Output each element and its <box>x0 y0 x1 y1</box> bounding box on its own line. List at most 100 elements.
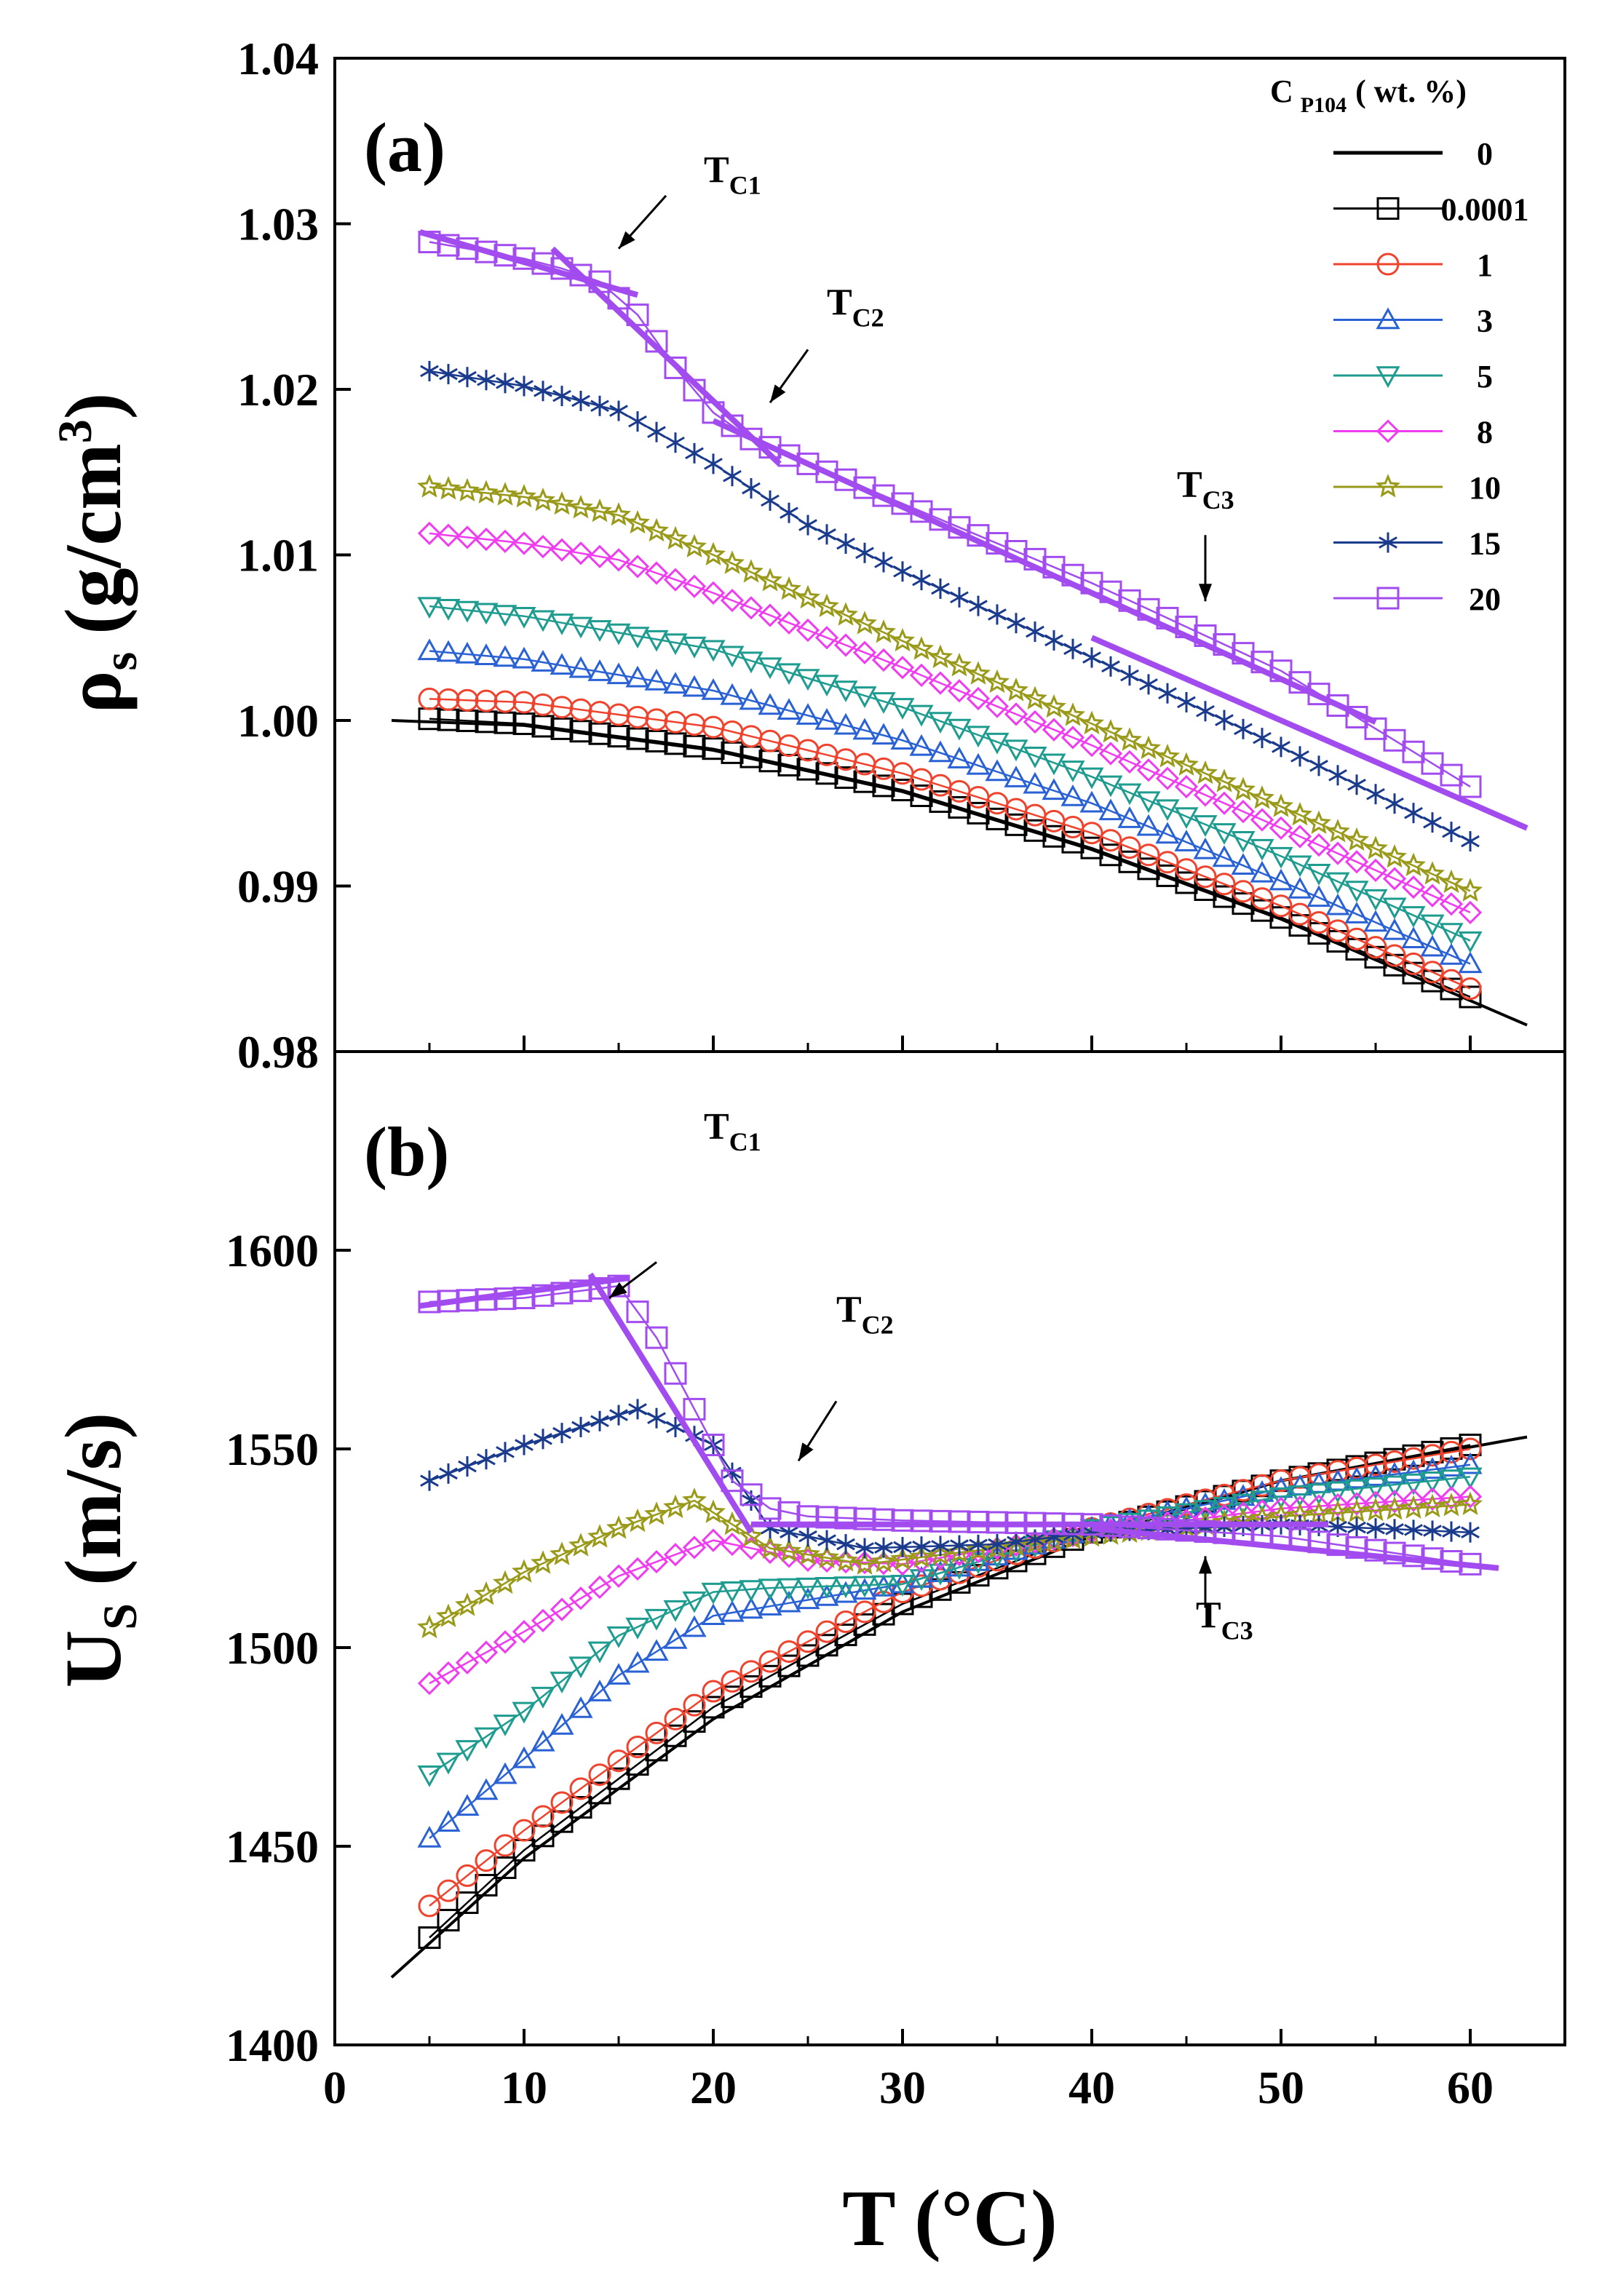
point-b-10 <box>606 1515 632 1539</box>
point-a-3 <box>739 688 764 710</box>
point-a-3 <box>568 656 593 678</box>
legend-marker <box>1376 253 1400 276</box>
point-b-8 <box>455 1651 480 1675</box>
point-b-15 <box>609 1405 628 1426</box>
arrow-head <box>619 231 635 249</box>
point-a-0.0001 <box>815 762 838 785</box>
point-a-5 <box>1344 881 1369 903</box>
point-b-0.0001 <box>493 1856 517 1879</box>
point-b-20 <box>607 1274 630 1298</box>
point-b-20 <box>1137 1517 1160 1540</box>
x-tick-label: 60 <box>1447 2062 1494 2113</box>
point-a-0.0001 <box>645 729 668 752</box>
point-b-20 <box>702 1434 725 1457</box>
point-a-8 <box>777 611 801 635</box>
point-a-10 <box>927 644 953 669</box>
point-b-15 <box>931 1536 950 1557</box>
point-a-10 <box>1268 793 1294 817</box>
point-a-15 <box>969 595 988 616</box>
point-a-15 <box>874 552 893 573</box>
point-b-10 <box>814 1544 839 1569</box>
point-a-3 <box>1231 853 1256 875</box>
point-a-8 <box>1117 750 1142 774</box>
point-b-10 <box>908 1544 935 1568</box>
point-a-5 <box>606 623 631 645</box>
point-b-15 <box>1007 1531 1026 1552</box>
legend-item-20: 20 <box>1333 581 1501 617</box>
series-line-b-5 <box>429 1475 1471 1776</box>
point-b-5 <box>1193 1500 1218 1522</box>
point-a-10 <box>1192 760 1218 784</box>
point-a-10 <box>568 494 594 519</box>
point-b-0.0001 <box>437 1909 460 1932</box>
point-b-8 <box>568 1586 593 1610</box>
point-a-0.0001 <box>1042 825 1066 848</box>
point-a-5 <box>531 610 555 632</box>
point-a-15 <box>1328 765 1347 786</box>
point-a-5 <box>928 712 953 734</box>
point-b-10 <box>681 1487 707 1512</box>
point-a-1 <box>1288 902 1312 926</box>
annotation-sub-C1: C1 <box>729 1127 761 1156</box>
point-b-8 <box>550 1597 574 1621</box>
point-a-5 <box>1382 897 1407 920</box>
legend-label: 0.0001 <box>1441 192 1529 228</box>
point-a-20 <box>664 356 687 379</box>
point-b-8 <box>493 1630 518 1654</box>
point-b-3 <box>587 1680 612 1701</box>
point-a-15 <box>1196 701 1215 722</box>
point-b-10 <box>492 1570 518 1594</box>
point-a-1 <box>418 687 441 710</box>
point-a-5 <box>568 616 593 639</box>
x-tick-label: 40 <box>1068 2062 1115 2113</box>
point-a-1 <box>1459 977 1482 1001</box>
legend-marker <box>1376 419 1400 443</box>
point-b-10 <box>550 1541 574 1565</box>
point-a-15 <box>1101 656 1120 677</box>
point-a-10 <box>1458 878 1483 902</box>
annotation-sub-C2: C2 <box>862 1310 894 1339</box>
point-a-5 <box>1193 815 1218 837</box>
point-a-5 <box>625 627 650 649</box>
point-a-3 <box>1212 845 1237 867</box>
point-b-1 <box>645 1721 668 1744</box>
point-b-15 <box>628 1399 647 1420</box>
point-a-10 <box>587 498 613 523</box>
point-a-10 <box>1174 752 1199 776</box>
y-tick-label-a: 1.00 <box>237 695 319 747</box>
point-a-10 <box>1079 710 1105 735</box>
legend-item-3: 3 <box>1333 303 1493 339</box>
point-b-8 <box>625 1557 650 1581</box>
point-a-3 <box>1288 876 1312 899</box>
annotation-main-C2: T <box>836 1289 862 1330</box>
point-a-15 <box>893 561 912 582</box>
series-a-5 <box>417 597 1483 953</box>
point-a-1 <box>1364 936 1387 959</box>
point-a-15 <box>609 400 628 421</box>
point-b-15 <box>515 1434 534 1455</box>
point-a-3 <box>1004 766 1028 787</box>
point-a-15 <box>742 478 761 499</box>
point-a-0.0001 <box>1421 969 1444 993</box>
point-b-3 <box>701 1603 726 1626</box>
point-a-5 <box>436 599 461 621</box>
point-a-15 <box>1063 638 1082 659</box>
legend-title-sub: P104 <box>1301 93 1347 117</box>
point-a-15 <box>1423 812 1442 833</box>
point-b-15 <box>496 1442 515 1463</box>
point-a-3 <box>436 640 461 662</box>
point-b-20 <box>1156 1517 1179 1541</box>
point-a-5 <box>758 657 782 680</box>
point-a-10 <box>417 474 442 498</box>
point-b-15 <box>1385 1519 1404 1540</box>
point-b-15 <box>1423 1520 1442 1541</box>
point-a-15 <box>817 524 836 545</box>
point-a-15 <box>1272 736 1290 758</box>
point-a-3 <box>1136 814 1161 836</box>
annotation-label-C3: TC3 <box>1177 464 1234 515</box>
point-a-15 <box>685 442 704 464</box>
series-a-15 <box>420 360 1480 852</box>
point-b-1 <box>796 1630 820 1653</box>
point-a-0.0001 <box>588 722 611 745</box>
point-a-10 <box>1401 852 1426 876</box>
